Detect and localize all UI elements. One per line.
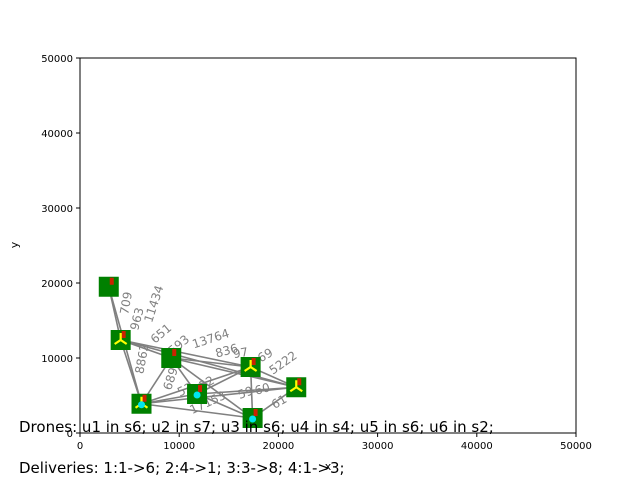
node-flag [142,394,147,402]
edge-label: 11434 [141,284,166,325]
drone-arm [114,339,122,345]
x-tick-label: 10000 [163,441,195,452]
x-tick-label: 20000 [262,441,294,452]
edge-n4-n8 [171,357,297,389]
node-flag [253,409,258,416]
edge-n5-n8 [197,386,297,395]
y-axis-label: y [8,241,21,248]
edge-label: 59 [236,384,255,402]
node-n7 [242,408,263,428]
y-tick-label: 30000 [41,204,73,215]
drone-marker [114,333,128,345]
edge-n4-n6 [171,357,251,368]
drone-marker [244,360,258,372]
edge-label: 963 [127,306,146,332]
node-square [98,276,119,297]
node-flag [297,378,302,386]
depot-marker [138,401,146,409]
plot-frame [79,57,577,434]
node-n4 [161,348,182,368]
drone-arm [250,366,258,372]
depot-marker [193,391,201,399]
y-tick-label: 10000 [41,354,73,365]
edge-n3-n7 [141,402,253,419]
y-tick-label: 20000 [41,279,73,290]
node-n2 [110,330,131,350]
node-flag [198,385,203,392]
edge-label: 60 [253,380,271,397]
y-tick-label: 0 [67,429,73,440]
x-tick-label: 40000 [461,441,493,452]
x-axis-label: x [325,460,332,473]
depot-marker [249,415,257,423]
drone-marker [289,380,303,393]
y-axis-ticks: 0 10000 20000 30000 40000 50000 [41,54,80,440]
x-tick-label: 50000 [560,441,592,452]
node-n3 [131,393,152,414]
edge-label: 836 [214,341,240,360]
node-flag [172,349,177,356]
drone-arm [295,386,303,393]
drone-arm [289,386,297,393]
node-square [161,348,182,368]
x-axis-ticks: 0 10000 20000 30000 40000 50000 [77,433,592,452]
edge-label: 8862 [132,342,151,375]
edge-label: 709 [117,291,135,316]
x-tick-label: 30000 [362,441,394,452]
drones-caption: Drones: u1 in s6; u2 in s7; u3 in s6; u4… [19,418,494,436]
node-n6 [240,357,261,377]
graph-nodes [98,276,307,428]
drone-arm [120,339,128,345]
node-flag [121,331,126,338]
edge-label: 61 [269,392,289,412]
node-n8 [286,377,307,398]
node-n5 [187,384,208,404]
edge-n2-n3 [119,339,143,404]
edge-n3-n8 [141,386,297,405]
x-tick-label: 0 [77,441,83,452]
node-flag [251,358,256,365]
deliveries-caption: Deliveries: 1:1->6; 2:4->1; 3:3->8; 4:1-… [19,459,345,477]
edge-n2-n8 [120,339,297,389]
node-n1 [98,276,119,297]
edge-n2-n6 [120,339,251,368]
node-flag [109,277,114,285]
y-tick-label: 40000 [41,129,73,140]
drone-arm [244,366,252,372]
y-tick-label: 50000 [41,54,73,65]
edge-n4-n7 [170,357,254,419]
